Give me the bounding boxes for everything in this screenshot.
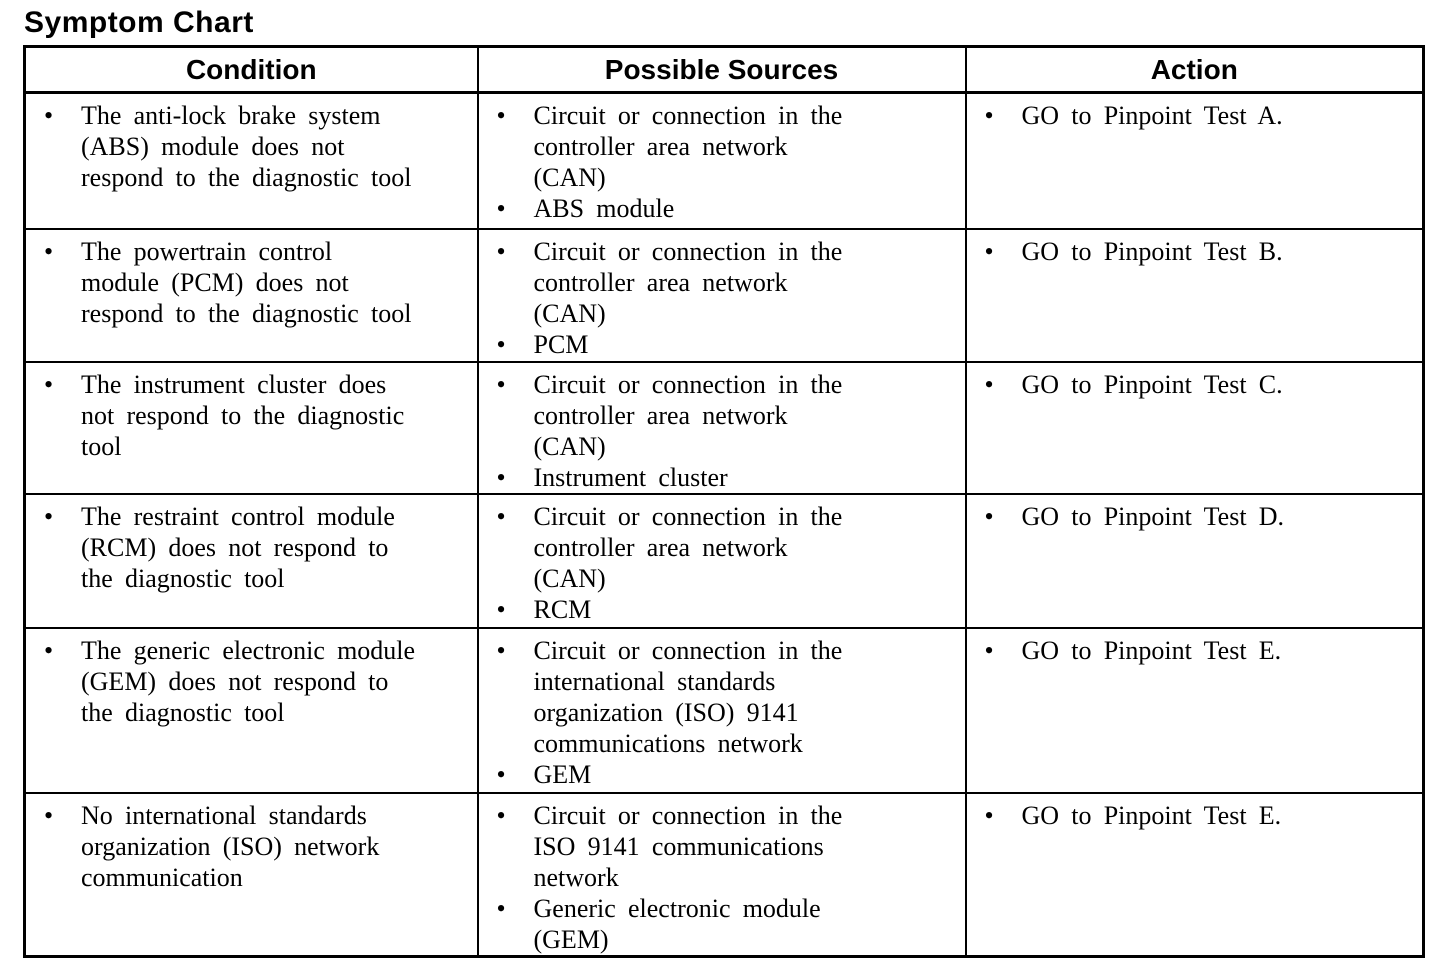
table-row: The powertrain control module (PCM) does…	[23, 227, 1425, 363]
condition-bullet-list: The restraint control module (RCM) does …	[26, 501, 471, 594]
table-header-row: Condition Possible Sources Action	[23, 45, 1425, 94]
bullet-item: PCM	[479, 329, 959, 360]
sources-bullet-list: Circuit or connection in the controller …	[479, 236, 959, 360]
cell-sources: Circuit or connection in the controller …	[476, 492, 967, 629]
table-row: The generic electronic module (GEM) does…	[23, 626, 1425, 794]
cell-condition: The powertrain control module (PCM) does…	[23, 227, 479, 363]
page-title: Symptom Chart	[24, 6, 254, 39]
table-row: The instrument cluster does not respond …	[23, 360, 1425, 495]
header-condition: Condition	[23, 45, 479, 94]
action-bullet-list: GO to Pinpoint Test C.	[967, 369, 1417, 400]
bullet-item: No international standards organization …	[26, 800, 471, 893]
cell-condition: No international standards organization …	[23, 791, 479, 957]
cell-condition: The anti-lock brake system (ABS) module …	[23, 91, 479, 230]
bullet-item: GO to Pinpoint Test E.	[967, 635, 1417, 666]
symptom-table-body: The anti-lock brake system (ABS) module …	[23, 91, 1425, 957]
bullet-item: GO to Pinpoint Test E.	[967, 800, 1417, 831]
bullet-item: GO to Pinpoint Test C.	[967, 369, 1417, 400]
action-bullet-list: GO to Pinpoint Test B.	[967, 236, 1417, 267]
cell-sources: Circuit or connection in the controller …	[476, 227, 967, 363]
header-action: Action	[964, 45, 1425, 94]
header-possible-sources: Possible Sources	[476, 45, 967, 94]
bullet-item: Circuit or connection in the controller …	[479, 501, 959, 594]
cell-action: GO to Pinpoint Test D.	[964, 492, 1425, 629]
sources-bullet-list: Circuit or connection in the internation…	[479, 635, 959, 790]
action-bullet-list: GO to Pinpoint Test D.	[967, 501, 1417, 532]
condition-bullet-list: The instrument cluster does not respond …	[26, 369, 471, 462]
action-bullet-list: GO to Pinpoint Test E.	[967, 635, 1417, 666]
bullet-item: The instrument cluster does not respond …	[26, 369, 471, 462]
cell-action: GO to Pinpoint Test A.	[964, 91, 1425, 230]
bullet-item: GO to Pinpoint Test A.	[967, 100, 1417, 131]
bullet-item: The restraint control module (RCM) does …	[26, 501, 471, 594]
cell-sources: Circuit or connection in the controller …	[476, 360, 967, 495]
action-bullet-list: GO to Pinpoint Test A.	[967, 100, 1417, 131]
bullet-item: GO to Pinpoint Test D.	[967, 501, 1417, 532]
cell-action: GO to Pinpoint Test E.	[964, 791, 1425, 957]
cell-action: GO to Pinpoint Test C.	[964, 360, 1425, 495]
bullet-item: The powertrain control module (PCM) does…	[26, 236, 471, 329]
bullet-item: ABS module	[479, 193, 959, 224]
bullet-item: GO to Pinpoint Test B.	[967, 236, 1417, 267]
bullet-item: Circuit or connection in the ISO 9141 co…	[479, 800, 959, 893]
table-row: The restraint control module (RCM) does …	[23, 492, 1425, 629]
bullet-item: The generic electronic module (GEM) does…	[26, 635, 471, 728]
cell-condition: The instrument cluster does not respond …	[23, 360, 479, 495]
condition-bullet-list: No international standards organization …	[26, 800, 471, 893]
cell-action: GO to Pinpoint Test E.	[964, 626, 1425, 794]
bullet-item: Circuit or connection in the controller …	[479, 369, 959, 462]
cell-action: GO to Pinpoint Test B.	[964, 227, 1425, 363]
bullet-item: RCM	[479, 594, 959, 625]
action-bullet-list: GO to Pinpoint Test E.	[967, 800, 1417, 831]
bullet-item: GEM	[479, 759, 959, 790]
cell-sources: Circuit or connection in the ISO 9141 co…	[476, 791, 967, 957]
cell-sources: Circuit or connection in the internation…	[476, 626, 967, 794]
bullet-item: Generic electronic module (GEM)	[479, 893, 959, 955]
condition-bullet-list: The powertrain control module (PCM) does…	[26, 236, 471, 329]
bullet-item: Circuit or connection in the controller …	[479, 100, 959, 193]
symptom-chart-table: Condition Possible Sources Action The an…	[23, 45, 1425, 958]
sources-bullet-list: Circuit or connection in the controller …	[479, 100, 959, 224]
cell-condition: The generic electronic module (GEM) does…	[23, 626, 479, 794]
sources-bullet-list: Circuit or connection in the controller …	[479, 369, 959, 493]
bullet-item: Instrument cluster	[479, 462, 959, 493]
condition-bullet-list: The anti-lock brake system (ABS) module …	[26, 100, 471, 193]
condition-bullet-list: The generic electronic module (GEM) does…	[26, 635, 471, 728]
sources-bullet-list: Circuit or connection in the ISO 9141 co…	[479, 800, 959, 955]
table-row: No international standards organization …	[23, 791, 1425, 957]
sources-bullet-list: Circuit or connection in the controller …	[479, 501, 959, 625]
cell-condition: The restraint control module (RCM) does …	[23, 492, 479, 629]
bullet-item: Circuit or connection in the internation…	[479, 635, 959, 759]
bullet-item: Circuit or connection in the controller …	[479, 236, 959, 329]
table-row: The anti-lock brake system (ABS) module …	[23, 91, 1425, 230]
cell-sources: Circuit or connection in the controller …	[476, 91, 967, 230]
bullet-item: The anti-lock brake system (ABS) module …	[26, 100, 471, 193]
